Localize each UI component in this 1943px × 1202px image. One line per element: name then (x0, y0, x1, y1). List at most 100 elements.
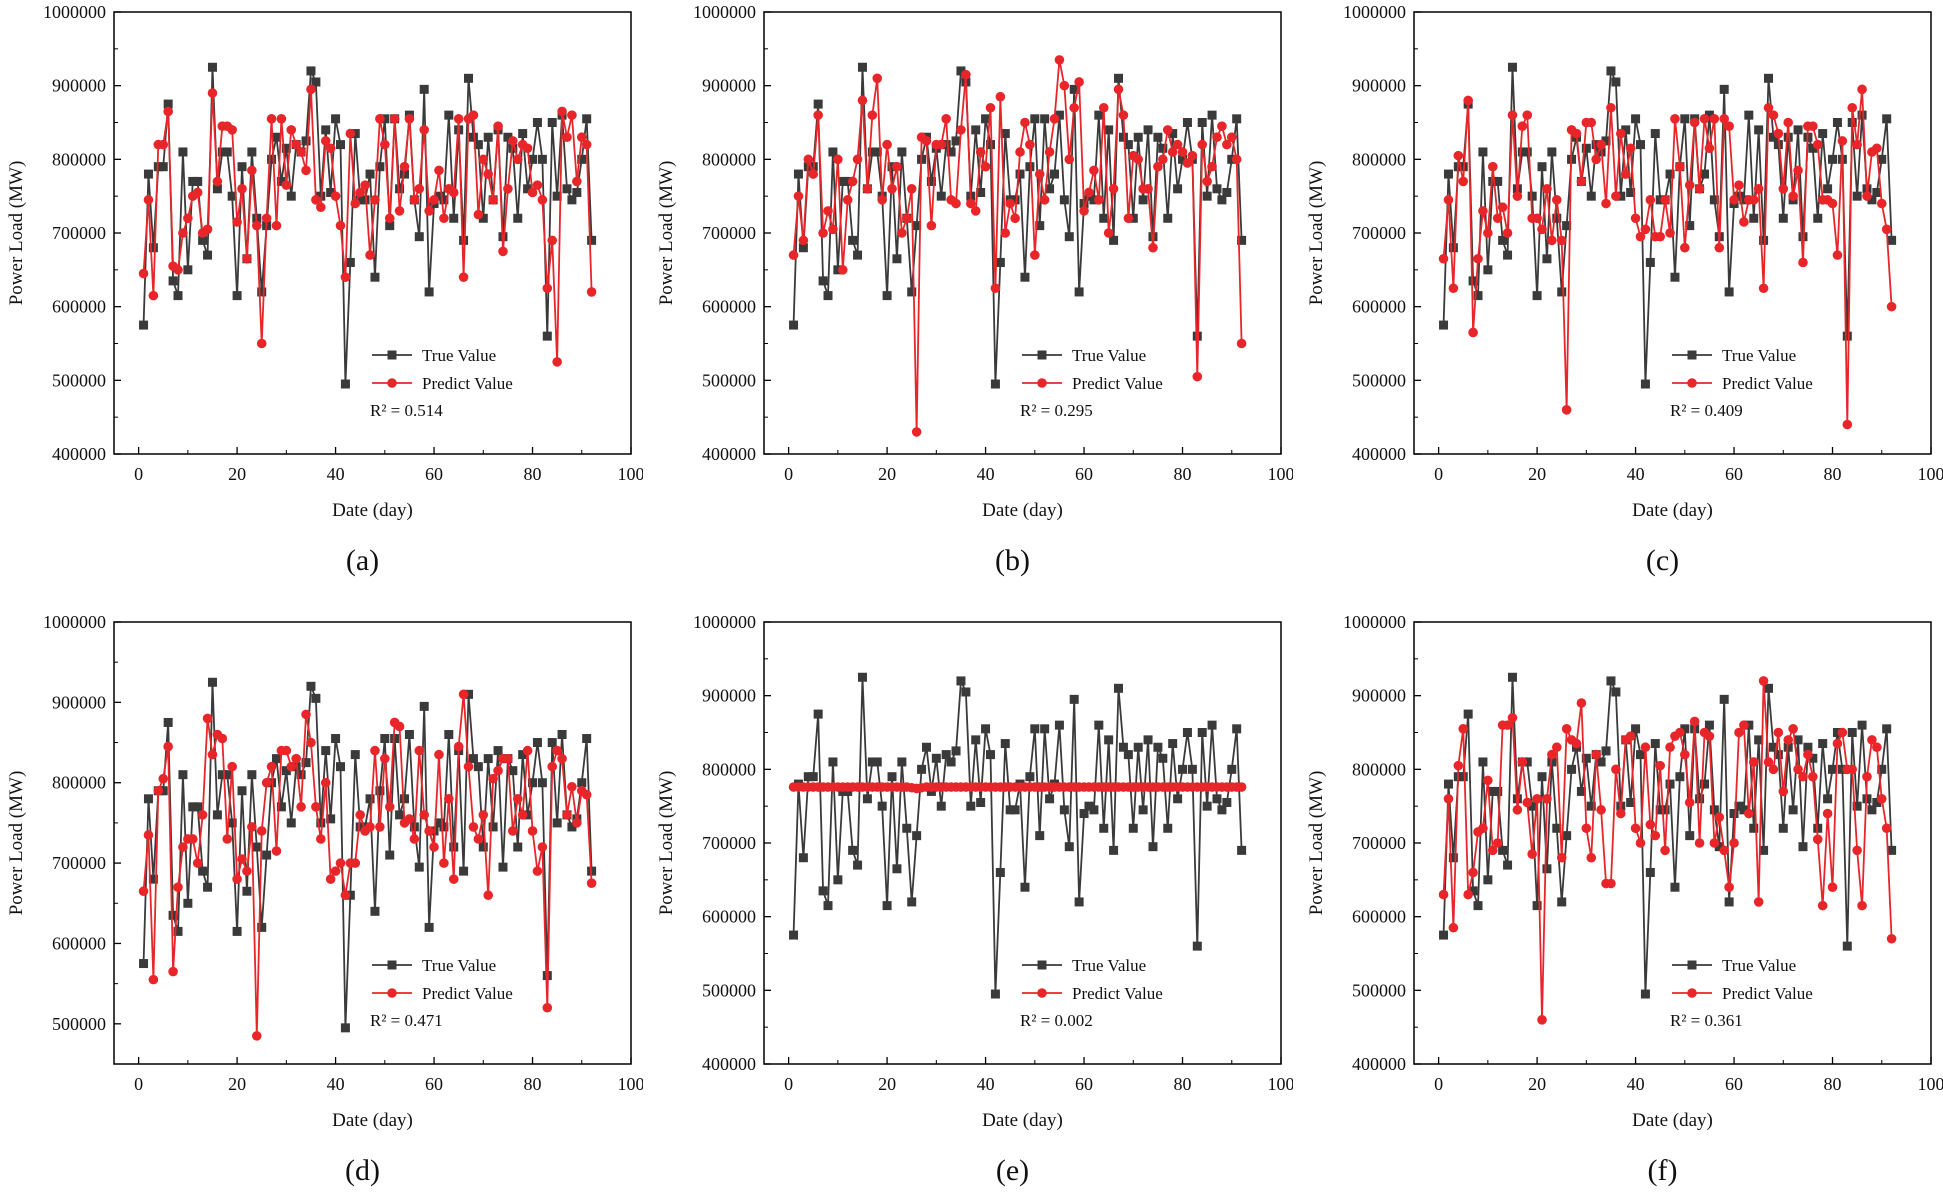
true-value-point (1749, 214, 1758, 223)
predict-value-point (986, 103, 996, 113)
y-tick-label: 800000 (1352, 149, 1406, 169)
predict-value-point (419, 125, 429, 135)
true-value-point (1794, 125, 1803, 134)
predict-value-point (227, 762, 237, 772)
true-value-point (1631, 114, 1640, 123)
predict-value-point (1636, 838, 1646, 848)
predict-value-point (149, 291, 159, 301)
predict-value-point (1862, 772, 1872, 782)
predict-value-point (1710, 114, 1720, 124)
legend-marker-circle (387, 378, 397, 388)
legend-label: Predict Value (422, 374, 513, 393)
predict-value-point (951, 199, 961, 209)
predict-value-point (301, 710, 311, 720)
true-value-point (947, 757, 956, 766)
legend-label: Predict Value (422, 984, 513, 1003)
predict-value-point (449, 188, 459, 198)
predict-value-point (582, 140, 592, 150)
y-tick-label: 800000 (702, 149, 756, 169)
predict-value-point (237, 854, 247, 864)
predict-value-point (469, 822, 479, 832)
predict-value-point (1444, 794, 1454, 804)
predict-value-point (1857, 85, 1867, 95)
predict-value-point (1660, 846, 1670, 856)
predict-value-point (1778, 184, 1788, 194)
predict-value-point (1119, 110, 1129, 120)
true-value-point (1779, 214, 1788, 223)
predict-value-point (538, 842, 548, 852)
predict-value-point (1582, 823, 1592, 833)
legend-marker-square (388, 961, 397, 970)
predict-value-point (1670, 114, 1680, 124)
true-value-point (1828, 155, 1837, 164)
true-value-point (1528, 192, 1537, 201)
true-value-point (203, 883, 212, 892)
true-value-point (863, 794, 872, 803)
series-line (794, 60, 1242, 432)
chart-svg: 4000005000006000007000008000009000001000… (650, 610, 1293, 1197)
predict-value-point (232, 874, 242, 884)
true-value-point (553, 818, 562, 827)
panel-label: (f) (1648, 1154, 1678, 1187)
predict-value-point (1705, 731, 1715, 741)
true-value-point (1538, 772, 1547, 781)
predict-value-point (981, 162, 991, 172)
predict-value-point (291, 754, 301, 764)
y-tick-label: 500000 (1352, 980, 1406, 1000)
true-value-point (1853, 192, 1862, 201)
true-value-point (1651, 739, 1660, 748)
true-value-point (961, 687, 970, 696)
true-value-point (991, 380, 1000, 389)
true-value-point (1547, 147, 1556, 156)
predict-value-point (365, 250, 375, 260)
true-value-point (513, 843, 522, 852)
predict-value-point (1109, 184, 1119, 194)
true-value-point (1675, 772, 1684, 781)
predict-value-point (163, 107, 173, 117)
predict-value-point (1749, 757, 1759, 767)
predict-value-point (1513, 805, 1523, 815)
predict-value-point (424, 826, 434, 836)
true-value-point (1139, 805, 1148, 814)
predict-value-point (838, 265, 848, 275)
predict-value-point (203, 225, 213, 235)
y-tick-label: 700000 (1352, 223, 1406, 243)
predict-value-point (168, 967, 178, 977)
predict-value-point (508, 826, 518, 836)
predict-value-point (1586, 118, 1596, 128)
predict-value-point (1621, 169, 1631, 179)
true-value-point (1439, 321, 1448, 330)
predict-value-point (144, 830, 154, 840)
true-value-point (380, 734, 389, 743)
true-value-point (819, 886, 828, 895)
predict-value-point (483, 169, 493, 179)
predict-value-point (1754, 897, 1764, 907)
predict-value-point (1537, 225, 1547, 235)
x-tick-label: 0 (1434, 1074, 1443, 1094)
true-value-point (1099, 214, 1108, 223)
predict-value-point (1050, 114, 1060, 124)
predict-value-point (173, 882, 183, 892)
true-value-point (956, 676, 965, 685)
predict-value-point (414, 746, 424, 756)
predict-value-point (1124, 213, 1134, 223)
legend-label: True Value (1072, 956, 1146, 975)
predict-value-point (1724, 882, 1734, 892)
legend-label: True Value (1072, 346, 1146, 365)
true-value-point (208, 63, 217, 72)
predict-value-point (552, 746, 562, 756)
true-value-point (1587, 192, 1596, 201)
predict-value-point (434, 750, 444, 760)
predict-value-point (1729, 838, 1739, 848)
series-line (144, 682, 592, 1028)
legend-marker-circle (1037, 378, 1047, 388)
predict-value-point (262, 213, 272, 223)
predict-value-point (804, 155, 814, 165)
true-value-point (370, 907, 379, 916)
y-tick-label: 900000 (702, 686, 756, 706)
predict-value-point (1488, 162, 1498, 172)
predict-value-point (439, 213, 449, 223)
true-value-point (1094, 721, 1103, 730)
true-value-series (789, 63, 1246, 389)
